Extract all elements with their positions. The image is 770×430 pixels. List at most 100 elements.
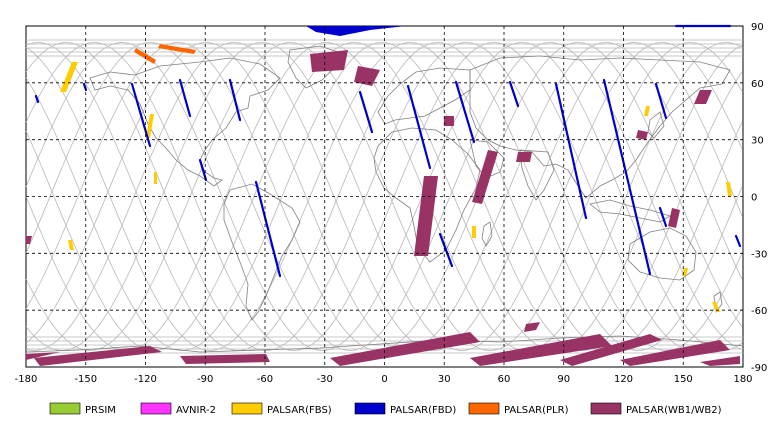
fbs-swath: [712, 302, 720, 312]
legend-label: PALSAR(FBD): [390, 405, 456, 416]
legend-swatch: [140, 402, 172, 415]
plr-swath: [134, 48, 156, 64]
swaths-fbd: [34, 24, 742, 278]
coastline-africa: [373, 127, 481, 263]
coastline-south-america: [223, 183, 301, 321]
fbs-swath: [472, 226, 476, 238]
wb-swath: [180, 354, 270, 364]
longitude-tick-label: 90: [557, 374, 570, 385]
wb-swath: [354, 66, 380, 86]
latitude-tick-label: 60: [751, 79, 764, 90]
coastline-india: [519, 149, 555, 201]
plr-swath: [158, 44, 196, 54]
longitude-tick-label: 0: [381, 374, 387, 385]
coastline-arabia: [469, 139, 505, 179]
latitude-tick-label: 90: [751, 22, 764, 33]
longitude-tick-label: 60: [498, 374, 511, 385]
coastline-indonesia: [589, 199, 671, 223]
fbd-swath: [254, 180, 282, 278]
latitude-tick-label: -60: [751, 306, 767, 317]
longitude-tick-label: -180: [15, 374, 38, 385]
fbd-swath: [658, 206, 668, 228]
fbd-swath: [602, 78, 652, 276]
latitude-tick-label: -30: [751, 249, 767, 260]
latitude-tick-label: -90: [751, 363, 767, 374]
fbs-swath: [60, 62, 78, 92]
orbit-track: [25, 42, 743, 351]
longitude-tick-label: -120: [134, 374, 157, 385]
longitude-tick-label: 120: [614, 374, 633, 385]
wb-swath: [470, 334, 612, 366]
legend-label: PALSAR(FBS): [267, 405, 332, 416]
legend-swatch: [49, 402, 81, 415]
wb-swath: [694, 90, 712, 104]
longitude-tick-label: -90: [197, 374, 213, 385]
orbit-track: [25, 42, 743, 351]
fbd-swath: [228, 78, 242, 122]
fbd-swath: [178, 78, 192, 118]
wb-swath: [310, 50, 348, 72]
wb-swath: [330, 332, 480, 366]
legend-label: PRSIM: [85, 405, 116, 416]
fbd-swath: [34, 94, 40, 104]
orbit-track: [25, 42, 743, 351]
coastline-europe: [377, 67, 471, 125]
legend-swatch: [590, 402, 622, 415]
legend-label: PALSAR(PLR): [504, 405, 569, 416]
fbd-swath: [734, 234, 742, 248]
legend-swatch: [354, 402, 386, 415]
fbs-swath: [68, 240, 74, 250]
latitude-tick-label: 0: [751, 193, 757, 204]
fbd-swath: [554, 82, 588, 220]
wb-swath: [444, 116, 454, 126]
fbd-swath: [654, 82, 668, 120]
wb-swath: [26, 236, 32, 244]
latitude-labels: 90 60 30 0 -30 -60 -90: [751, 22, 767, 374]
wb-swath: [34, 346, 162, 366]
fbd-swath: [508, 80, 520, 108]
longitude-tick-label: 30: [438, 374, 451, 385]
fbs-swath: [154, 172, 157, 184]
fbd-swath: [438, 232, 454, 268]
orbit-track: [25, 42, 743, 351]
longitude-tick-label: -150: [74, 374, 97, 385]
fbd-swath: [454, 80, 476, 144]
legend-label: AVNIR-2: [176, 405, 216, 416]
coastline-antarctica: [25, 335, 744, 353]
wb-swath: [700, 356, 740, 366]
wb-swath: [414, 176, 438, 256]
legend-swatch: [468, 402, 500, 415]
wb-swath: [524, 322, 540, 332]
fbd-swath: [358, 90, 374, 134]
coastline-australia: [627, 227, 697, 281]
legend-label: PALSAR(WB1/WB2): [626, 405, 722, 416]
wb-swath: [516, 152, 532, 162]
coastline-japan: [647, 111, 665, 139]
swaths-wb1-wb2: [26, 50, 740, 366]
longitude-tick-label: -30: [317, 374, 333, 385]
fbd-swath: [406, 84, 432, 170]
fbd-polar-swath: [306, 26, 406, 36]
longitude-labels: -180 -150 -120 -90 -60 -30 0 30 60 90 120 150 180: [15, 374, 753, 385]
wb-swath: [560, 334, 662, 366]
swaths-plr: [134, 44, 196, 64]
fbs-swath: [726, 182, 732, 196]
wb-swath: [668, 208, 680, 228]
fbs-swath: [644, 106, 650, 116]
legend-swatch: [231, 402, 263, 415]
legend: PRSIM AVNIR-2 PALSAR(FBS) PALSAR(FBD) PALSAR…: [49, 402, 722, 416]
longitude-tick-label: 150: [674, 374, 693, 385]
longitude-tick-label: -60: [257, 374, 273, 385]
wb-swath: [620, 340, 730, 366]
wb-swath: [636, 130, 648, 140]
coastline-madagascar: [481, 221, 493, 247]
wb-swath: [472, 150, 498, 204]
graticule: [26, 26, 743, 367]
coastline-greenland: [287, 45, 339, 89]
orbit-track: [25, 42, 743, 351]
longitude-tick-label: 180: [733, 374, 752, 385]
fbs-swath: [146, 114, 154, 138]
latitude-tick-label: 30: [751, 136, 764, 147]
fbd-swath: [130, 82, 152, 148]
